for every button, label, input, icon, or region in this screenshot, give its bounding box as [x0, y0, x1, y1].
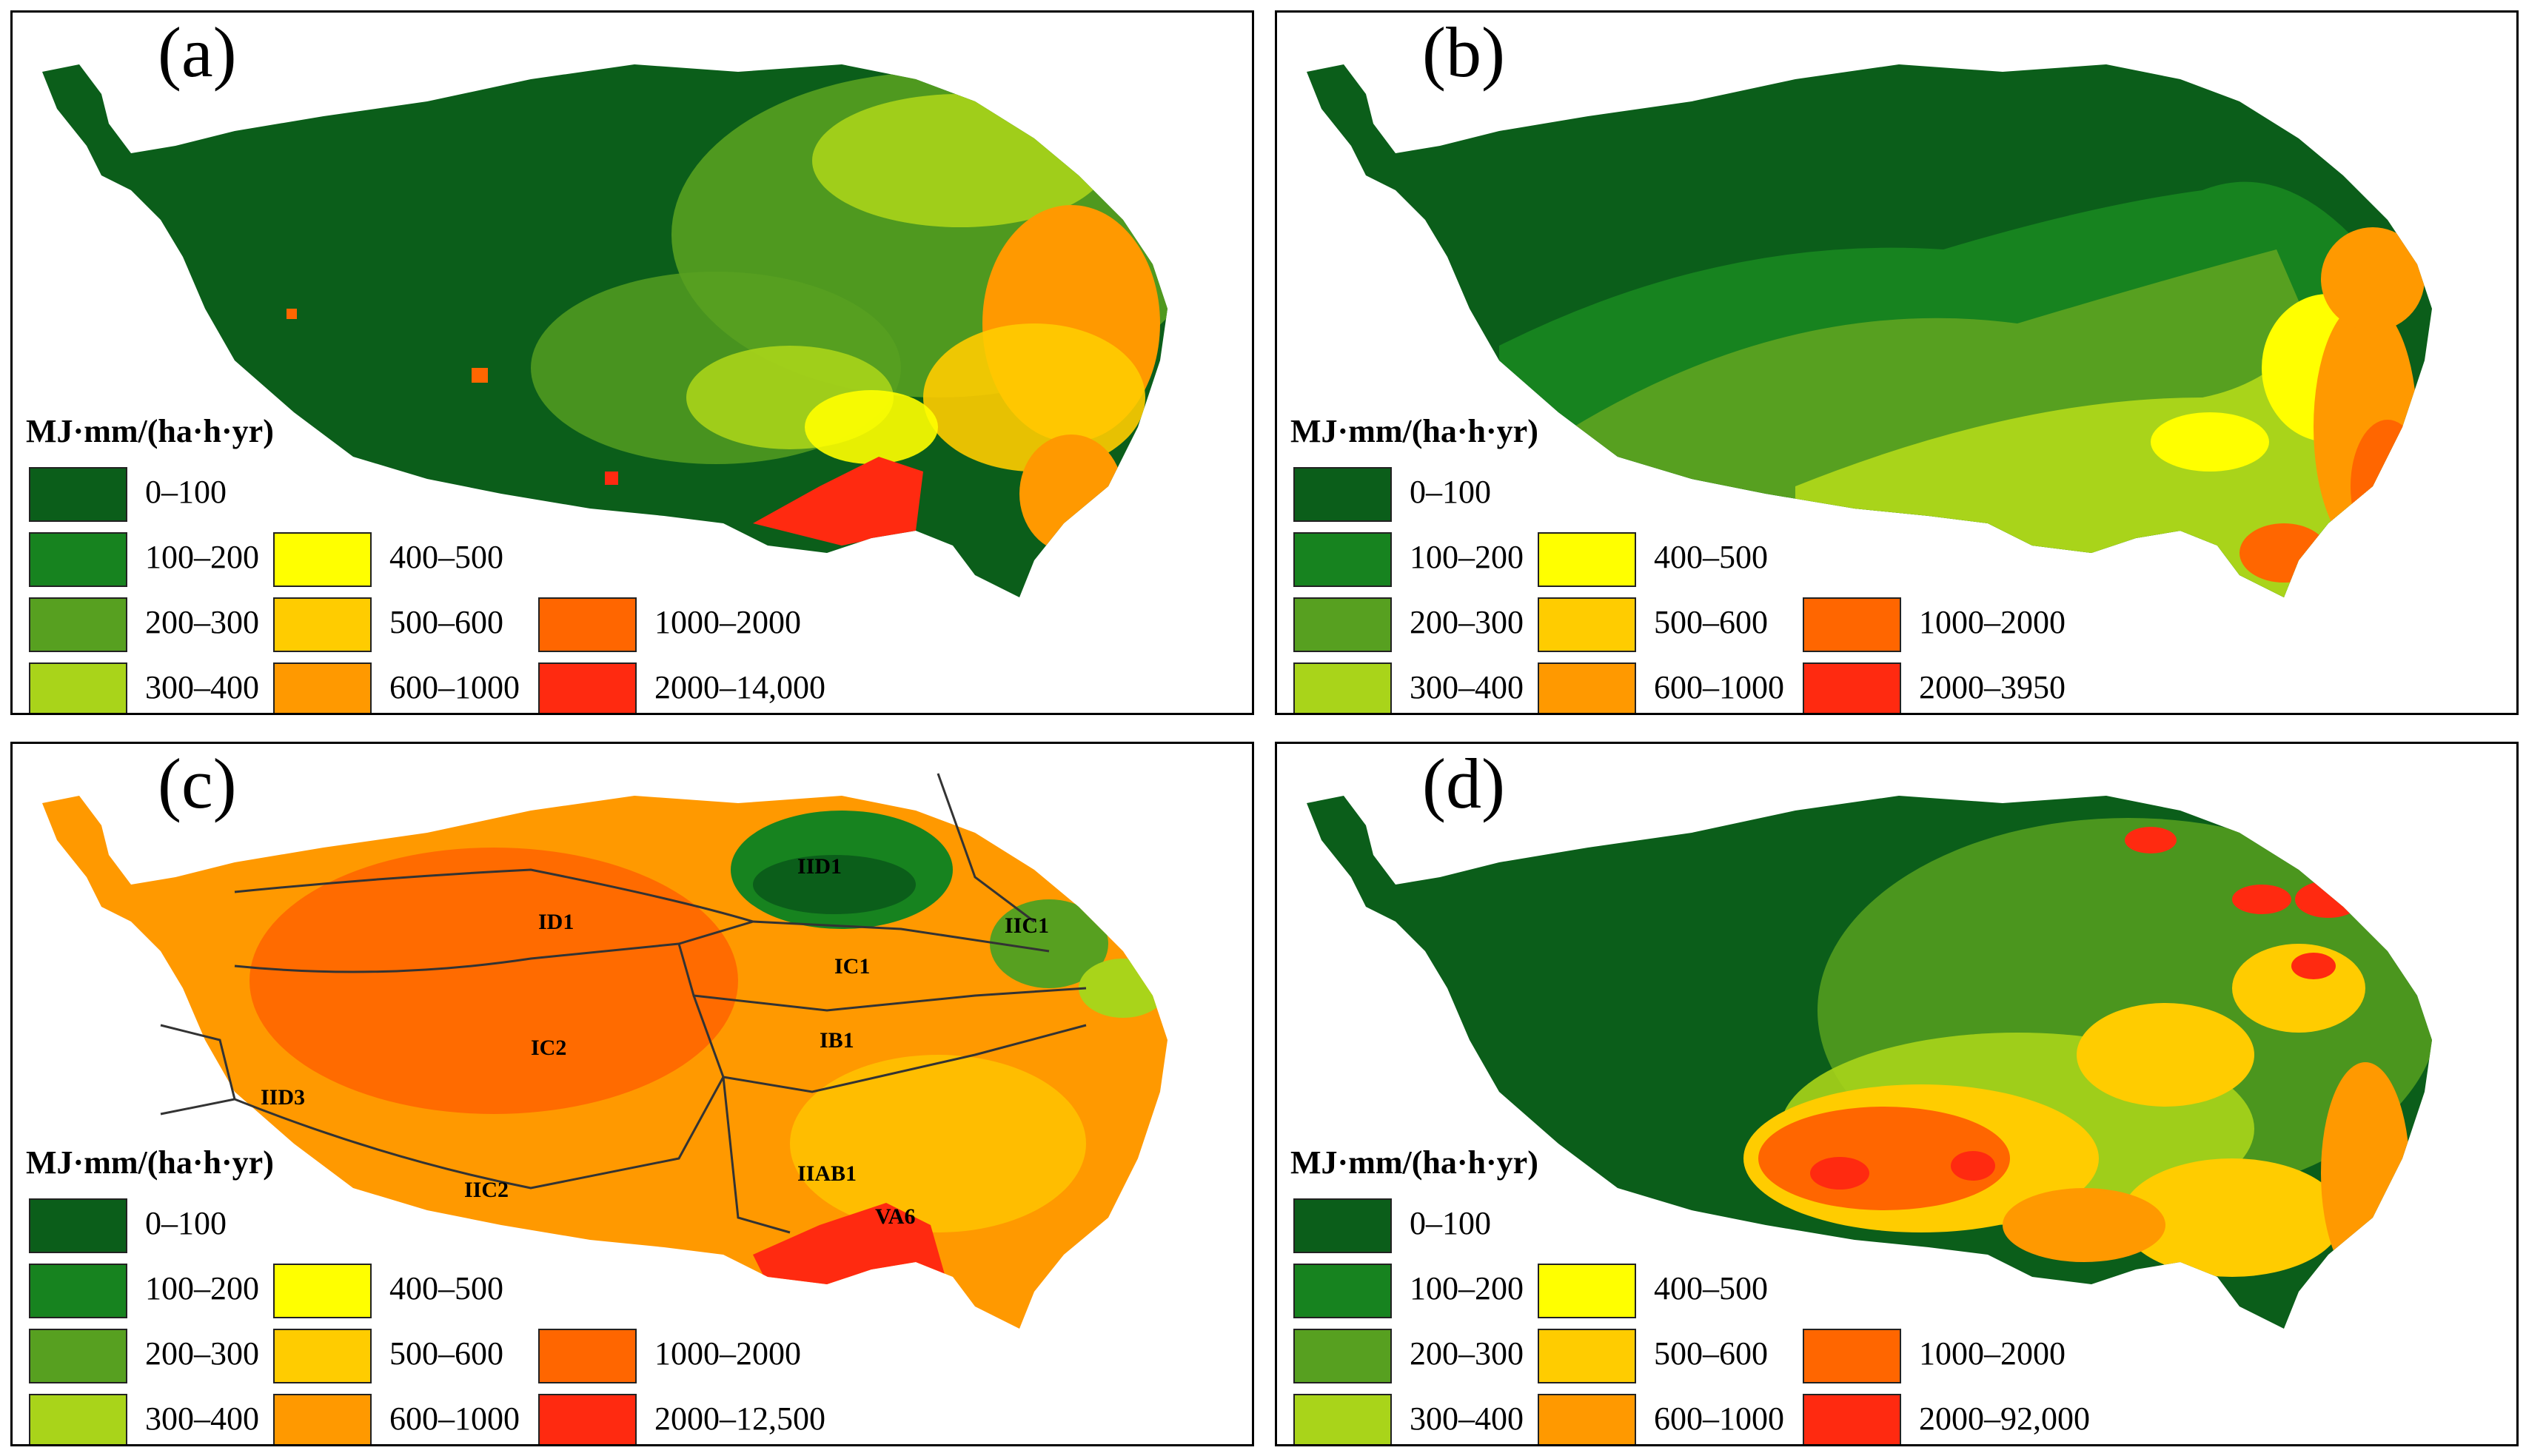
region-label: IC1: [834, 954, 870, 979]
legend-swatch: [538, 1329, 637, 1383]
panel-d: (d) MJ·mm/(ha·h·yr) 0–100 100–200 200–30…: [1275, 742, 2519, 1446]
legend-label: 600–1000: [389, 1400, 520, 1437]
legend-swatch: [29, 1394, 127, 1444]
erosivity-map-a: [42, 64, 1167, 597]
legend-swatch: [29, 467, 127, 522]
legend-swatch: [1293, 532, 1392, 587]
legend-label: 200–300: [1410, 1335, 1524, 1372]
legend-label: 500–600: [389, 604, 503, 640]
legend-label: 100–200: [145, 539, 259, 575]
legend-title-b: MJ·mm/(ha·h·yr): [1290, 413, 1538, 449]
legend-label: 200–300: [145, 604, 259, 640]
legend-swatch: [29, 1198, 127, 1253]
legend-title-a: MJ·mm/(ha·h·yr): [26, 413, 274, 449]
legend-swatch: [1293, 467, 1392, 522]
legend-label: 1000–2000: [1919, 1335, 2066, 1372]
region-label: IIC1: [1005, 913, 1049, 938]
legend-swatch: [1803, 1329, 1901, 1383]
legend-swatch: [29, 532, 127, 587]
legend-swatch: [29, 597, 127, 652]
legend-label: 300–400: [145, 1400, 259, 1437]
panel-c: IID1 ID1 IIC1 IC1 IC2 IB1 IID3 IIAB1 IIC…: [10, 742, 1254, 1446]
legend-label: 100–200: [1410, 1270, 1524, 1306]
legend-label: 300–400: [1410, 1400, 1524, 1437]
panel-b: (b) MJ·mm/(ha·h·yr) 0–100 100–200 200–30…: [1275, 10, 2519, 715]
legend-swatch: [1803, 1394, 1901, 1444]
panel-label-b: (b): [1422, 13, 1505, 92]
legend-swatch: [1538, 1329, 1636, 1383]
legend-label: 400–500: [389, 539, 503, 575]
region-boundaries: [160, 773, 1087, 1234]
legend-swatch: [1293, 1394, 1392, 1444]
legend-swatch: [1538, 1264, 1636, 1318]
legend-swatch: [273, 532, 372, 587]
legend-swatch: [1538, 662, 1636, 713]
legend-swatch: [1538, 532, 1636, 587]
legend-swatch: [538, 1394, 637, 1444]
legend-label: 1000–2000: [654, 604, 801, 640]
legend-swatch: [538, 662, 637, 713]
legend-label: 2000–12,500: [654, 1400, 825, 1437]
legend-swatch: [273, 662, 372, 713]
legend-swatch: [273, 1394, 372, 1444]
region-label: IID3: [261, 1085, 305, 1110]
legend-swatch: [1293, 1264, 1392, 1318]
legend-label: 200–300: [145, 1335, 259, 1372]
legend-label: 200–300: [1410, 604, 1524, 640]
region-label: IID1: [797, 854, 842, 879]
erosivity-map-c: IID1 ID1 IIC1 IC1 IC2 IB1 IID3 IIAB1 IIC…: [42, 773, 1167, 1329]
legend-label: 600–1000: [389, 669, 520, 705]
legend-swatch: [538, 597, 637, 652]
legend-label: 600–1000: [1654, 1400, 1784, 1437]
legend-label: 300–400: [1410, 669, 1524, 705]
legend-label: 400–500: [1654, 1270, 1768, 1306]
legend-swatch: [1293, 1329, 1392, 1383]
legend-label: 500–600: [1654, 604, 1768, 640]
legend-label: 300–400: [145, 669, 259, 705]
legend-swatch: [1538, 597, 1636, 652]
legend-label: 2000–92,000: [1919, 1400, 2090, 1437]
legend-swatch: [29, 1264, 127, 1318]
legend-label: 0–100: [1410, 474, 1491, 510]
legend-label: 1000–2000: [1919, 604, 2066, 640]
panel-label-c: (c): [158, 744, 237, 823]
legend-label: 600–1000: [1654, 669, 1784, 705]
panel-label-a: (a): [158, 13, 237, 92]
legend-label: 100–200: [145, 1270, 259, 1306]
legend-swatch: [1803, 597, 1901, 652]
legend-label: 400–500: [389, 1270, 503, 1306]
legend-swatch: [1293, 597, 1392, 652]
legend-label: 2000–14,000: [654, 669, 825, 705]
legend-label: 1000–2000: [654, 1335, 801, 1372]
erosivity-map-b: [1307, 64, 2432, 597]
legend-label: 100–200: [1410, 539, 1524, 575]
legend-label: 500–600: [389, 1335, 503, 1372]
legend-swatch: [1538, 1394, 1636, 1444]
legend-swatch: [273, 597, 372, 652]
legend-label: 0–100: [145, 474, 227, 510]
legend-label: 0–100: [145, 1205, 227, 1241]
legend-title-c: MJ·mm/(ha·h·yr): [26, 1144, 274, 1181]
erosivity-map-d: [1307, 796, 2432, 1329]
legend-label: 0–100: [1410, 1205, 1491, 1241]
legend-swatch: [273, 1329, 372, 1383]
panel-label-d: (d): [1422, 744, 1505, 823]
region-label: ID1: [538, 910, 574, 934]
legend-swatch: [29, 1329, 127, 1383]
legend-swatch: [1293, 1198, 1392, 1253]
legend-label: 400–500: [1654, 539, 1768, 575]
panel-a: (a) MJ·mm/(ha·h·yr) 0–100 100–200 200–30…: [10, 10, 1254, 715]
legend-swatch: [1803, 662, 1901, 713]
region-label: IIAB1: [797, 1161, 857, 1186]
region-label: IB1: [820, 1028, 854, 1053]
region-label: VA6: [875, 1204, 915, 1229]
legend-swatch: [273, 1264, 372, 1318]
region-label: IIC2: [464, 1178, 509, 1202]
legend-swatch: [29, 662, 127, 713]
region-label: IC2: [531, 1036, 566, 1060]
legend-label: 2000–3950: [1919, 669, 2066, 705]
legend-title-d: MJ·mm/(ha·h·yr): [1290, 1144, 1538, 1181]
legend-swatch: [1293, 662, 1392, 713]
legend-label: 500–600: [1654, 1335, 1768, 1372]
